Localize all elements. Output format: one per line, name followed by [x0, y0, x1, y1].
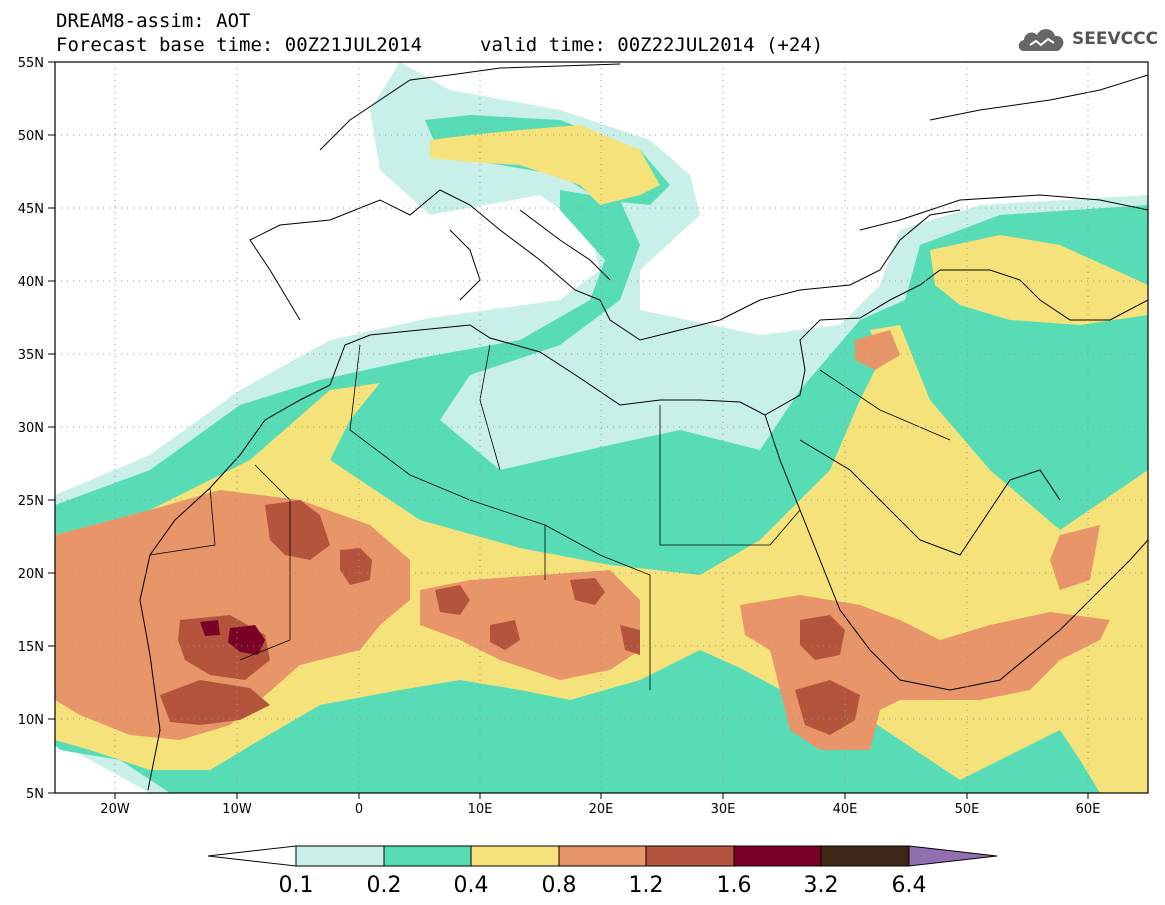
seevccc-logo: SEEVCCC — [1016, 22, 1158, 56]
colorbar-label: 1.6 — [717, 873, 752, 898]
lon-label: 30E — [711, 802, 736, 817]
lat-axis: 55N 50N 45N 40N 35N 30N 25N 20N 15N 10N … — [18, 56, 55, 802]
lon-label: 50E — [955, 802, 980, 817]
lat-label: 25N — [18, 494, 44, 509]
coastlines — [139, 63, 1148, 791]
lon-label: 0 — [355, 802, 363, 817]
lon-label: 20W — [100, 802, 130, 817]
forecast-base-time: Forecast base time: 00Z21JUL2014 — [56, 34, 423, 56]
lon-label: 10E — [468, 802, 493, 817]
lon-label: 60E — [1076, 802, 1101, 817]
aot-band-1.6 — [200, 620, 265, 655]
aot-band-1.2 — [160, 500, 860, 735]
lat-label: 10N — [18, 713, 44, 728]
lat-label: 50N — [18, 129, 44, 144]
lat-label: 45N — [18, 202, 44, 217]
valid-time: valid time: 00Z22JUL2014 (+24) — [480, 34, 824, 56]
colorbar-swatch — [470, 845, 560, 867]
lat-label: 55N — [18, 56, 44, 71]
colorbar-label: 3.2 — [804, 873, 839, 898]
colorbar-label: 6.4 — [892, 873, 927, 898]
lat-label: 40N — [18, 275, 44, 290]
lon-axis: 20W 10W 0 10E 20E 30E 40E 50E 60E — [100, 793, 1100, 817]
lon-label: 10W — [222, 802, 252, 817]
colorbar-swatch — [733, 845, 822, 867]
colorbar-label: 0.8 — [542, 873, 577, 898]
colorbar-label: 0.4 — [454, 873, 489, 898]
lon-label: 40E — [833, 802, 858, 817]
colorbar-swatch — [295, 845, 385, 867]
colorbar-swatch — [558, 845, 647, 867]
colorbar-swatch — [383, 845, 472, 867]
colorbar-high-arrow — [908, 845, 998, 867]
colorbar-labels: 0.1 0.2 0.4 0.8 1.2 1.6 3.2 6.4 — [279, 873, 927, 898]
country-borders — [149, 344, 951, 690]
lon-label: 20E — [589, 802, 614, 817]
lat-label: 15N — [18, 640, 44, 655]
colorbar-swatch — [820, 845, 910, 867]
aot-band-0.8 — [55, 330, 1110, 750]
lat-label: 35N — [18, 348, 44, 363]
lat-label: 20N — [18, 567, 44, 582]
logo-text: SEEVCCC — [1072, 29, 1159, 49]
lat-label: 5N — [26, 787, 44, 802]
map-title: DREAM8-assim: AOT — [56, 10, 251, 32]
colorbar-label: 1.2 — [629, 873, 664, 898]
graticule — [55, 62, 1148, 793]
colorbar-swatch — [645, 845, 735, 867]
colorbar — [207, 845, 998, 867]
cloud-icon — [1018, 29, 1064, 51]
colorbar-label: 0.2 — [367, 873, 402, 898]
colorbar-label: 0.1 — [279, 873, 314, 898]
colorbar-low-arrow — [207, 845, 297, 867]
lat-label: 30N — [18, 421, 44, 436]
